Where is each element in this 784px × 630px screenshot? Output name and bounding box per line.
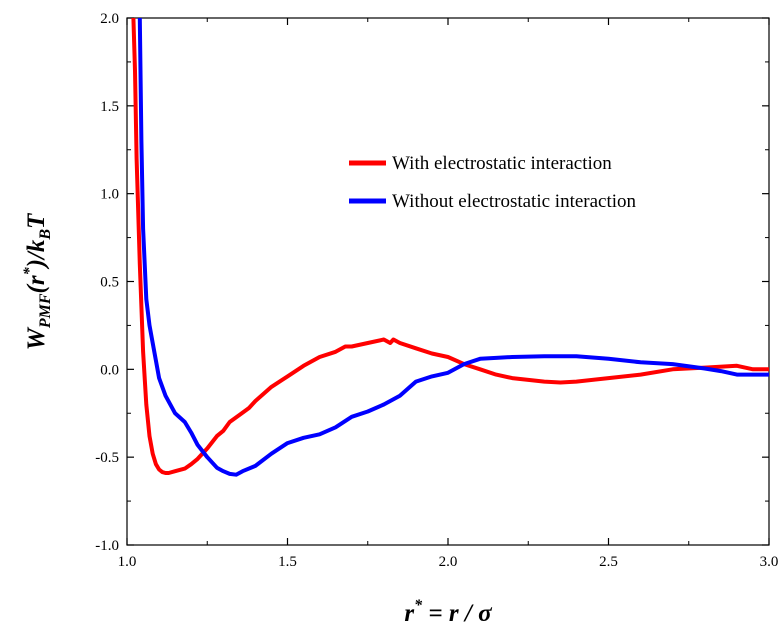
x-tick-label: 3.0: [760, 554, 779, 570]
x-axis-title: r* = r / σ: [404, 597, 493, 627]
x-title-sup: *: [414, 597, 423, 614]
series-lines: [131, 18, 769, 477]
y-title-t: T: [23, 212, 50, 229]
plot-frame: [126, 17, 770, 546]
y-axis-title: WPMF(r*)/kBT: [21, 212, 54, 350]
axis-ticks: 1.0 1.5 2.0 2.5 3.0 -1.0 -0.5 0.0 0.5 1.0 1.5 2.0: [95, 11, 778, 570]
x-tick-label: 2.0: [439, 554, 458, 570]
y-tick-label: 0.0: [100, 362, 119, 378]
y-tick-label: 1.0: [100, 187, 119, 203]
x-tick-label: 2.5: [599, 554, 618, 570]
x-title-rest: = r / σ: [422, 600, 493, 627]
y-title-r: r: [23, 275, 50, 285]
y-title-close: )/: [23, 250, 50, 269]
y-tick-label: 2.0: [100, 11, 119, 27]
series-line-with-electrostatic: [131, 18, 769, 475]
y-title-open: (: [23, 283, 50, 293]
y-title-sub: PMF: [37, 293, 54, 329]
y-title-w: W: [23, 326, 50, 350]
legend-label: Without electrostatic interaction: [392, 191, 637, 212]
x-tick-label: 1.5: [278, 554, 297, 570]
x-tick-label: 1.0: [118, 554, 137, 570]
y-tick-label: 0.5: [100, 275, 119, 291]
y-title-sup: *: [21, 266, 38, 275]
y-title-ksub: B: [37, 229, 54, 241]
y-tick-label: -1.0: [95, 538, 119, 554]
y-tick-label: -0.5: [95, 450, 119, 466]
legend: With electrostatic interaction Without el…: [349, 153, 637, 212]
y-title-k: k: [23, 239, 50, 252]
y-tick-label: 1.5: [100, 99, 119, 115]
legend-label: With electrostatic interaction: [392, 153, 612, 174]
series-line-without-electrostatic: [137, 18, 769, 477]
x-title-base: r: [404, 600, 414, 627]
